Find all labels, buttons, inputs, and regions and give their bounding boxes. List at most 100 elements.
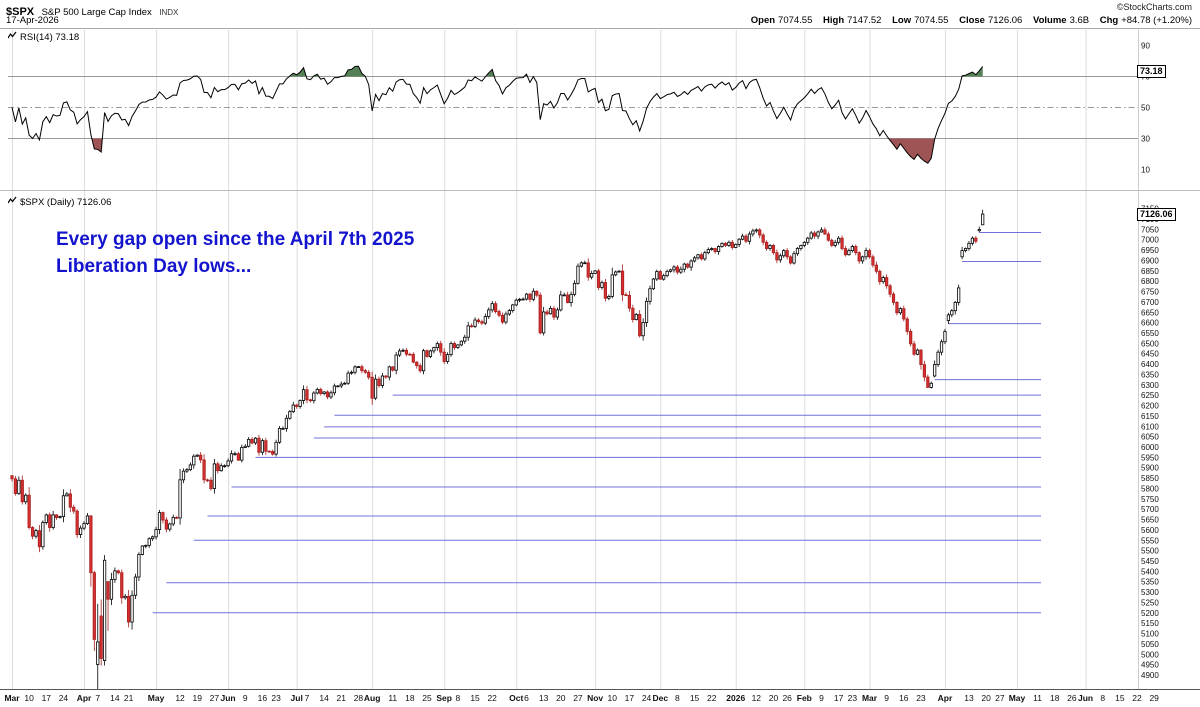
svg-text:24: 24 xyxy=(59,693,69,703)
svg-text:5000: 5000 xyxy=(1141,650,1159,659)
price-panel-label: $SPX (Daily) 7126.06 xyxy=(7,196,111,208)
svg-text:5350: 5350 xyxy=(1141,578,1159,587)
svg-text:23: 23 xyxy=(916,693,926,703)
svg-text:Jun: Jun xyxy=(221,693,236,703)
svg-text:9: 9 xyxy=(243,693,248,703)
svg-text:24: 24 xyxy=(642,693,652,703)
svg-text:9: 9 xyxy=(819,693,824,703)
svg-text:Apr: Apr xyxy=(938,693,953,703)
svg-text:30: 30 xyxy=(1141,135,1150,144)
svg-text:29: 29 xyxy=(1149,693,1159,703)
rsi-indicator-label: RSI(14) 73.18 xyxy=(7,31,80,43)
svg-text:5750: 5750 xyxy=(1141,495,1159,504)
chg-label: Chg xyxy=(1099,15,1119,26)
svg-text:6450: 6450 xyxy=(1141,350,1159,359)
svg-text:8: 8 xyxy=(675,693,680,703)
low-value: 7074.55 xyxy=(914,15,949,26)
svg-text:5050: 5050 xyxy=(1141,640,1159,649)
svg-text:Jul: Jul xyxy=(291,693,303,703)
svg-text:5200: 5200 xyxy=(1141,609,1159,618)
svg-text:20: 20 xyxy=(769,693,779,703)
svg-text:10: 10 xyxy=(24,693,34,703)
svg-text:21: 21 xyxy=(124,693,134,703)
svg-text:5450: 5450 xyxy=(1141,557,1159,566)
svg-text:5700: 5700 xyxy=(1141,505,1159,514)
svg-text:6400: 6400 xyxy=(1141,360,1159,369)
svg-text:5250: 5250 xyxy=(1141,598,1159,607)
svg-text:6100: 6100 xyxy=(1141,422,1159,431)
svg-text:22: 22 xyxy=(487,693,497,703)
svg-text:15: 15 xyxy=(1115,693,1125,703)
svg-text:5150: 5150 xyxy=(1141,619,1159,628)
svg-text:12: 12 xyxy=(752,693,762,703)
svg-text:15: 15 xyxy=(470,693,480,703)
svg-text:6950: 6950 xyxy=(1141,246,1159,255)
svg-text:23: 23 xyxy=(271,693,281,703)
svg-text:20: 20 xyxy=(981,693,991,703)
svg-text:4950: 4950 xyxy=(1141,661,1159,670)
svg-text:18: 18 xyxy=(1050,693,1060,703)
candlesticks xyxy=(10,209,985,689)
index-name: S&P 500 Large Cap Index xyxy=(41,7,152,18)
svg-text:10: 10 xyxy=(1141,166,1150,175)
svg-text:13: 13 xyxy=(964,693,974,703)
svg-text:6550: 6550 xyxy=(1141,329,1159,338)
svg-text:5400: 5400 xyxy=(1141,567,1159,576)
svg-text:Mar: Mar xyxy=(4,693,20,703)
svg-text:Nov: Nov xyxy=(587,693,603,703)
svg-text:18: 18 xyxy=(405,693,415,703)
svg-text:5300: 5300 xyxy=(1141,588,1159,597)
rsi-label-text: RSI(14) 73.18 xyxy=(20,31,80,43)
copyright: ©StockCharts.com xyxy=(1116,2,1192,12)
svg-text:7050: 7050 xyxy=(1141,225,1159,234)
close-value: 7126.06 xyxy=(987,15,1023,26)
instrument-title: $SPX S&P 500 Large Cap Index INDX xyxy=(6,2,178,20)
svg-text:Oct: Oct xyxy=(509,693,523,703)
svg-text:6350: 6350 xyxy=(1141,370,1159,379)
svg-text:22: 22 xyxy=(1132,693,1142,703)
svg-text:9: 9 xyxy=(884,693,889,703)
svg-text:17: 17 xyxy=(42,693,52,703)
svg-text:Apr: Apr xyxy=(77,693,92,703)
svg-text:11: 11 xyxy=(388,693,397,703)
chg-value: +84.78 (+1.20%) xyxy=(1121,15,1192,26)
svg-text:6: 6 xyxy=(524,693,529,703)
volume-value: 3.6B xyxy=(1069,15,1090,26)
svg-text:17: 17 xyxy=(625,693,635,703)
close-label: Close xyxy=(959,15,985,26)
svg-text:May: May xyxy=(148,693,165,703)
svg-text:5800: 5800 xyxy=(1141,484,1159,493)
date-axis-labels: Mar 10 17 24 Apr 7 14 21 May 12 19 27 Jun 9 16 23 Jul 7 14… xyxy=(4,693,1159,703)
svg-text:6150: 6150 xyxy=(1141,412,1159,421)
svg-text:6750: 6750 xyxy=(1141,288,1159,297)
rsi-line xyxy=(11,65,984,164)
svg-text:7: 7 xyxy=(95,693,100,703)
svg-text:5850: 5850 xyxy=(1141,474,1159,483)
month-gridlines xyxy=(12,30,1087,689)
svg-text:6800: 6800 xyxy=(1141,277,1159,286)
indicator-chart-icon xyxy=(7,31,17,43)
chart-date: 17-Apr-2026 xyxy=(6,15,59,26)
rsi-overbought-fill xyxy=(193,66,983,77)
gap-annotation-line2: Liberation Day lows... xyxy=(56,256,252,277)
svg-text:50: 50 xyxy=(1141,104,1150,113)
svg-text:10: 10 xyxy=(608,693,618,703)
svg-text:5500: 5500 xyxy=(1141,547,1159,556)
rsi-axis-labels: 9070503010 xyxy=(1141,42,1150,175)
svg-text:5100: 5100 xyxy=(1141,630,1159,639)
svg-text:7: 7 xyxy=(305,693,310,703)
symbol: $SPX xyxy=(6,6,35,18)
svg-text:16: 16 xyxy=(258,693,268,703)
svg-text:27: 27 xyxy=(995,693,1005,703)
svg-text:Mar: Mar xyxy=(862,693,878,703)
svg-text:5550: 5550 xyxy=(1141,536,1159,545)
high-value: 7147.52 xyxy=(847,15,882,26)
price-chart-icon xyxy=(7,196,17,208)
svg-text:5900: 5900 xyxy=(1141,464,1159,473)
svg-text:7000: 7000 xyxy=(1141,236,1159,245)
svg-text:Dec: Dec xyxy=(652,693,668,703)
svg-text:6200: 6200 xyxy=(1141,402,1159,411)
svg-text:17: 17 xyxy=(834,693,844,703)
svg-text:20: 20 xyxy=(556,693,566,703)
